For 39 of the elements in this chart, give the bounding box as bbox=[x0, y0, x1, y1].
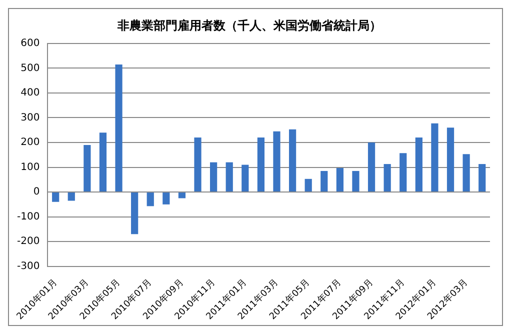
y-tick-label: -300 bbox=[16, 260, 40, 272]
bar bbox=[115, 64, 122, 192]
bar bbox=[288, 129, 296, 192]
bar bbox=[273, 131, 280, 192]
bar bbox=[178, 192, 186, 198]
bar bbox=[162, 192, 170, 204]
bar bbox=[446, 128, 454, 192]
chart-title: 非農業部門雇用者数（千人、米国労働省統計局） bbox=[116, 18, 382, 32]
y-tick-label: 100 bbox=[20, 162, 40, 173]
bar bbox=[84, 144, 91, 192]
bar bbox=[304, 178, 312, 192]
y-tick-label: 600 bbox=[20, 38, 40, 49]
bar bbox=[415, 138, 422, 192]
bar bbox=[194, 138, 202, 192]
y-tick-label: -200 bbox=[16, 236, 40, 248]
bar bbox=[400, 153, 407, 192]
bar bbox=[257, 138, 265, 192]
bar bbox=[226, 162, 233, 192]
bar bbox=[368, 142, 376, 192]
bar bbox=[68, 192, 75, 201]
y-tick-label: 400 bbox=[20, 88, 40, 99]
bar bbox=[384, 164, 391, 192]
bar bbox=[210, 162, 218, 192]
bar bbox=[320, 170, 328, 192]
bar bbox=[99, 132, 107, 192]
bar bbox=[336, 168, 344, 192]
bar bbox=[478, 164, 486, 192]
y-tick-label: -100 bbox=[16, 211, 40, 222]
bar bbox=[131, 192, 138, 234]
bar bbox=[52, 192, 60, 202]
bar bbox=[462, 154, 470, 192]
bar bbox=[352, 170, 360, 192]
y-tick-label: 0 bbox=[33, 186, 40, 198]
bar bbox=[146, 192, 154, 206]
bar bbox=[242, 164, 249, 192]
y-tick-label: 300 bbox=[20, 112, 40, 124]
y-tick-label: 200 bbox=[20, 137, 40, 148]
y-tick-label: 500 bbox=[20, 62, 40, 74]
bar bbox=[431, 123, 438, 192]
